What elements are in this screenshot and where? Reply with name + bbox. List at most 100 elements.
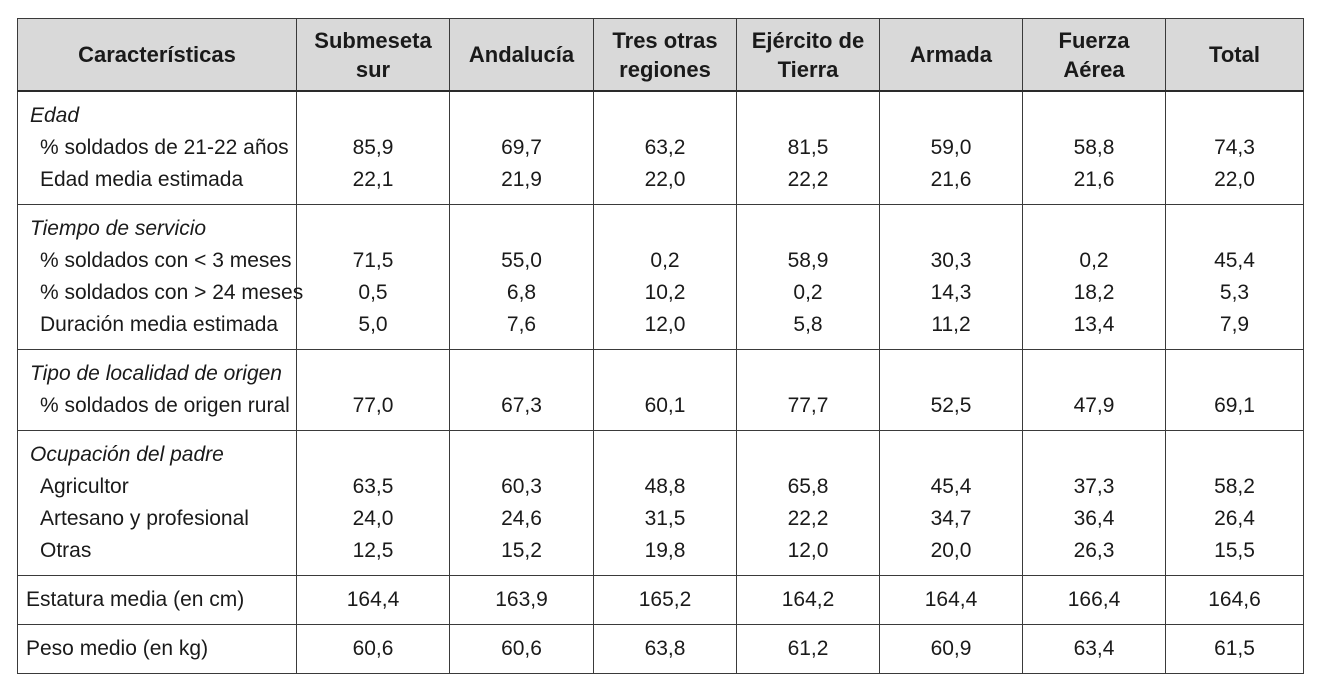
value-cell: 0,2 18,2 13,4 — [1022, 204, 1166, 350]
cell-value: 0,5 — [358, 281, 388, 304]
cell-value: 47,9 — [1073, 394, 1115, 417]
cell-value: 12,0 — [644, 313, 686, 336]
cell-value: 22,2 — [787, 168, 829, 191]
value-cell: 65,8 22,2 12,0 — [736, 430, 880, 576]
value-cell: 67,3 — [449, 349, 594, 431]
row-label: Duración media estimada — [40, 313, 279, 336]
row-label-cell: Peso medio (en kg) — [17, 624, 297, 674]
cell-value: 22,2 — [787, 507, 829, 530]
value-cell: 166,4 — [1022, 575, 1166, 625]
row-label: Estatura media (en cm) — [26, 588, 245, 611]
value-cell: 47,9 — [1022, 349, 1166, 431]
cell-value: 58,8 — [1073, 136, 1115, 159]
value-cell: 58,8 21,6 — [1022, 90, 1166, 205]
value-cell: 164,2 — [736, 575, 880, 625]
cell-value: 166,4 — [1067, 588, 1121, 611]
cell-value: 15,5 — [1214, 539, 1255, 562]
value-cell: 59,0 21,6 — [879, 90, 1023, 205]
value-cell: 81,5 22,2 — [736, 90, 880, 205]
header-cell-caracteristicas: Características — [17, 18, 297, 92]
value-cell: 77,0 — [296, 349, 450, 431]
value-cell: 63,5 24,0 12,5 — [296, 430, 450, 576]
spacer — [1166, 213, 1303, 245]
spacer — [1166, 358, 1303, 390]
cell-value: 15,2 — [501, 539, 542, 562]
cell-value: 6,8 — [506, 281, 537, 304]
value-cell: 63,4 — [1022, 624, 1166, 674]
spacer — [1023, 358, 1165, 390]
row-label-cell: Edad % soldados de 21-22 años Edad media e… — [17, 90, 297, 205]
cell-value: 30,3 — [930, 249, 972, 272]
cell-value: 5,0 — [358, 313, 388, 336]
spacer — [737, 213, 879, 245]
spacer — [297, 100, 449, 132]
cell-value: 31,5 — [644, 507, 686, 530]
cell-value: 164,4 — [346, 588, 400, 611]
cell-value: 12,0 — [787, 539, 829, 562]
row-label: Peso medio (en kg) — [26, 637, 209, 660]
category-label: Tiempo de servicio — [30, 217, 207, 240]
cell-value: 60,1 — [644, 394, 686, 417]
spacer — [1023, 100, 1165, 132]
value-cell: 52,5 — [879, 349, 1023, 431]
cell-value: 85,9 — [352, 136, 394, 159]
cell-value: 55,0 — [501, 249, 542, 272]
cell-value: 26,3 — [1073, 539, 1115, 562]
spacer — [450, 358, 593, 390]
spacer — [1023, 213, 1165, 245]
row-label-cell: Tipo de localidad de origen % soldados de… — [17, 349, 297, 431]
cell-value: 12,5 — [352, 539, 394, 562]
cell-value: 63,8 — [644, 637, 686, 660]
cell-value: 71,5 — [352, 249, 394, 272]
cell-value: 69,7 — [501, 136, 542, 159]
cell-value: 20,0 — [930, 539, 972, 562]
header-cell-tres-otras-regiones: Tres otras regiones — [593, 18, 737, 92]
cell-value: 63,5 — [352, 475, 394, 498]
cell-value: 58,9 — [787, 249, 829, 272]
cell-value: 26,4 — [1214, 507, 1255, 530]
value-cell: 164,4 — [879, 575, 1023, 625]
spacer — [594, 213, 736, 245]
value-cell: 69,1 — [1165, 349, 1304, 431]
cell-value: 69,1 — [1214, 394, 1255, 417]
header-cell-ejercito-de-tierra: Ejército de Tierra — [736, 18, 880, 92]
cell-value: 7,6 — [506, 313, 537, 336]
cell-value: 163,9 — [495, 588, 548, 611]
table-row: Peso medio (en kg) 60,6 60,6 63,8 61,2 60,9 63… — [17, 624, 1304, 674]
cell-value: 22,0 — [644, 168, 686, 191]
spacer — [880, 439, 1022, 471]
header-cell-submeseta-sur: Submeseta sur — [296, 18, 450, 92]
value-cell: 60,6 — [296, 624, 450, 674]
spacer — [594, 358, 736, 390]
row-label: % soldados de origen rural — [40, 394, 290, 417]
cell-value: 60,6 — [501, 637, 542, 660]
row-label-cell: Estatura media (en cm) — [17, 575, 297, 625]
spacer — [1166, 100, 1303, 132]
cell-value: 5,3 — [1219, 281, 1250, 304]
value-cell: 58,2 26,4 15,5 — [1165, 430, 1304, 576]
spacer — [450, 100, 593, 132]
spacer — [450, 213, 593, 245]
cell-value: 60,9 — [930, 637, 972, 660]
row-label: % soldados con < 3 meses — [40, 249, 292, 272]
value-cell: 63,8 — [593, 624, 737, 674]
cell-value: 7,9 — [1219, 313, 1250, 336]
category-label: Edad — [30, 104, 80, 127]
cell-value: 19,8 — [644, 539, 686, 562]
category-label: Ocupación del padre — [30, 443, 224, 466]
header-cell-andalucia: Andalucía — [449, 18, 594, 92]
value-cell: 60,1 — [593, 349, 737, 431]
cell-value: 60,6 — [352, 637, 394, 660]
cell-value: 0,2 — [1079, 249, 1109, 272]
cell-value: 77,0 — [352, 394, 394, 417]
row-label: Agricultor — [40, 475, 129, 498]
cell-value: 18,2 — [1073, 281, 1115, 304]
cell-value: 77,7 — [787, 394, 829, 417]
value-cell: 165,2 — [593, 575, 737, 625]
value-cell: 30,3 14,3 11,2 — [879, 204, 1023, 350]
table-header: Características Submeseta sur Andalucía … — [17, 18, 1304, 92]
value-cell: 63,2 22,0 — [593, 90, 737, 205]
cell-value: 61,5 — [1214, 637, 1255, 660]
value-cell: 164,4 — [296, 575, 450, 625]
row-label: % soldados de 21-22 años — [40, 136, 289, 159]
